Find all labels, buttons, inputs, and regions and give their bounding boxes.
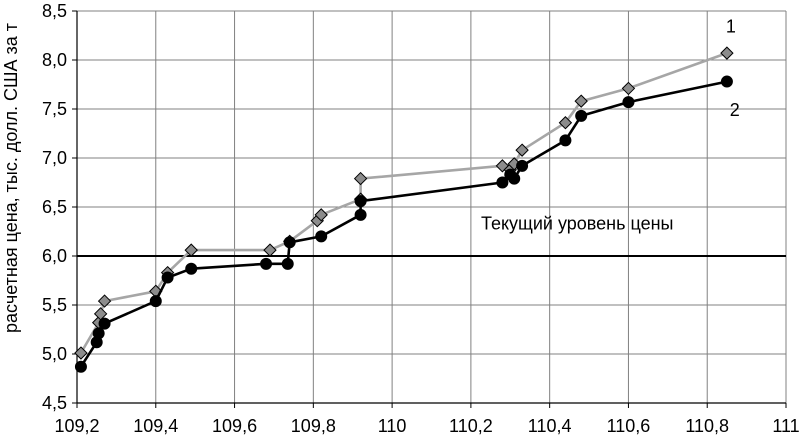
x-tick-label: 110,4 <box>528 416 572 436</box>
x-tick-label: 110,2 <box>449 416 493 436</box>
x-tick-label: 110,8 <box>685 416 729 436</box>
series-2-point <box>720 75 733 88</box>
series-1-point <box>515 143 529 157</box>
series-2-point <box>559 134 572 147</box>
series-1-point <box>574 94 588 108</box>
series-1-annotation: 1 <box>726 17 736 37</box>
series-2-point <box>185 262 198 275</box>
tick-labels: 109,2 109,4 109,6 109,8 110 110,2 110,4 110,6 11… <box>42 1 800 436</box>
series-2-point <box>281 257 294 270</box>
series-2-point <box>575 109 588 122</box>
x-tick-label: 109,2 <box>54 416 99 436</box>
series-1-point <box>558 116 573 130</box>
series-2-point <box>496 176 509 189</box>
series-2-point <box>622 96 635 109</box>
series-1-point <box>720 46 734 60</box>
series-2-point <box>74 360 87 373</box>
reference-line-label: Текущий уровень цены <box>481 214 674 234</box>
x-tick-label: 110,6 <box>607 416 651 436</box>
series-2-point <box>508 172 521 185</box>
y-tick-label: 6,5 <box>42 197 67 217</box>
series-1-point <box>353 171 368 186</box>
series-2-point <box>283 236 296 249</box>
y-axis-label: расчетная цена, тыс. долл. США за т <box>1 23 21 333</box>
y-tick-label: 7,0 <box>42 148 67 168</box>
series-2-point <box>161 271 174 284</box>
series-group <box>74 46 734 373</box>
series-2-point <box>354 195 367 208</box>
x-tick-label: 109,4 <box>133 416 178 436</box>
series-1-point <box>97 294 112 308</box>
grid <box>77 10 787 403</box>
y-tick-label: 8,0 <box>42 50 67 70</box>
series-1-point <box>74 346 88 360</box>
series-2-point <box>354 208 367 221</box>
series-2-point <box>98 317 111 330</box>
y-tick-label: 8,5 <box>42 1 67 21</box>
y-tick-label: 5,0 <box>42 344 67 364</box>
series-1-point <box>184 243 198 257</box>
y-tick-label: 7,5 <box>42 99 67 119</box>
series-1-point <box>621 81 636 96</box>
series-2-point <box>516 159 529 172</box>
y-tick-label: 6,0 <box>42 246 67 266</box>
series-1-point <box>263 243 277 257</box>
x-tick-label: 111 <box>772 416 799 436</box>
axes <box>72 10 787 408</box>
x-tick-label: 110 <box>378 416 407 436</box>
y-tick-label: 5,5 <box>42 295 67 315</box>
x-tick-label: 109,8 <box>291 416 336 436</box>
series-2-point <box>260 257 273 270</box>
series-2-point <box>149 295 162 308</box>
y-tick-label: 4,5 <box>42 393 67 413</box>
series-2-annotation: 2 <box>730 100 740 120</box>
series-1-point <box>314 208 328 222</box>
x-tick-label: 109,6 <box>212 416 257 436</box>
series-2-point <box>92 327 105 340</box>
series-2-point <box>315 230 328 243</box>
